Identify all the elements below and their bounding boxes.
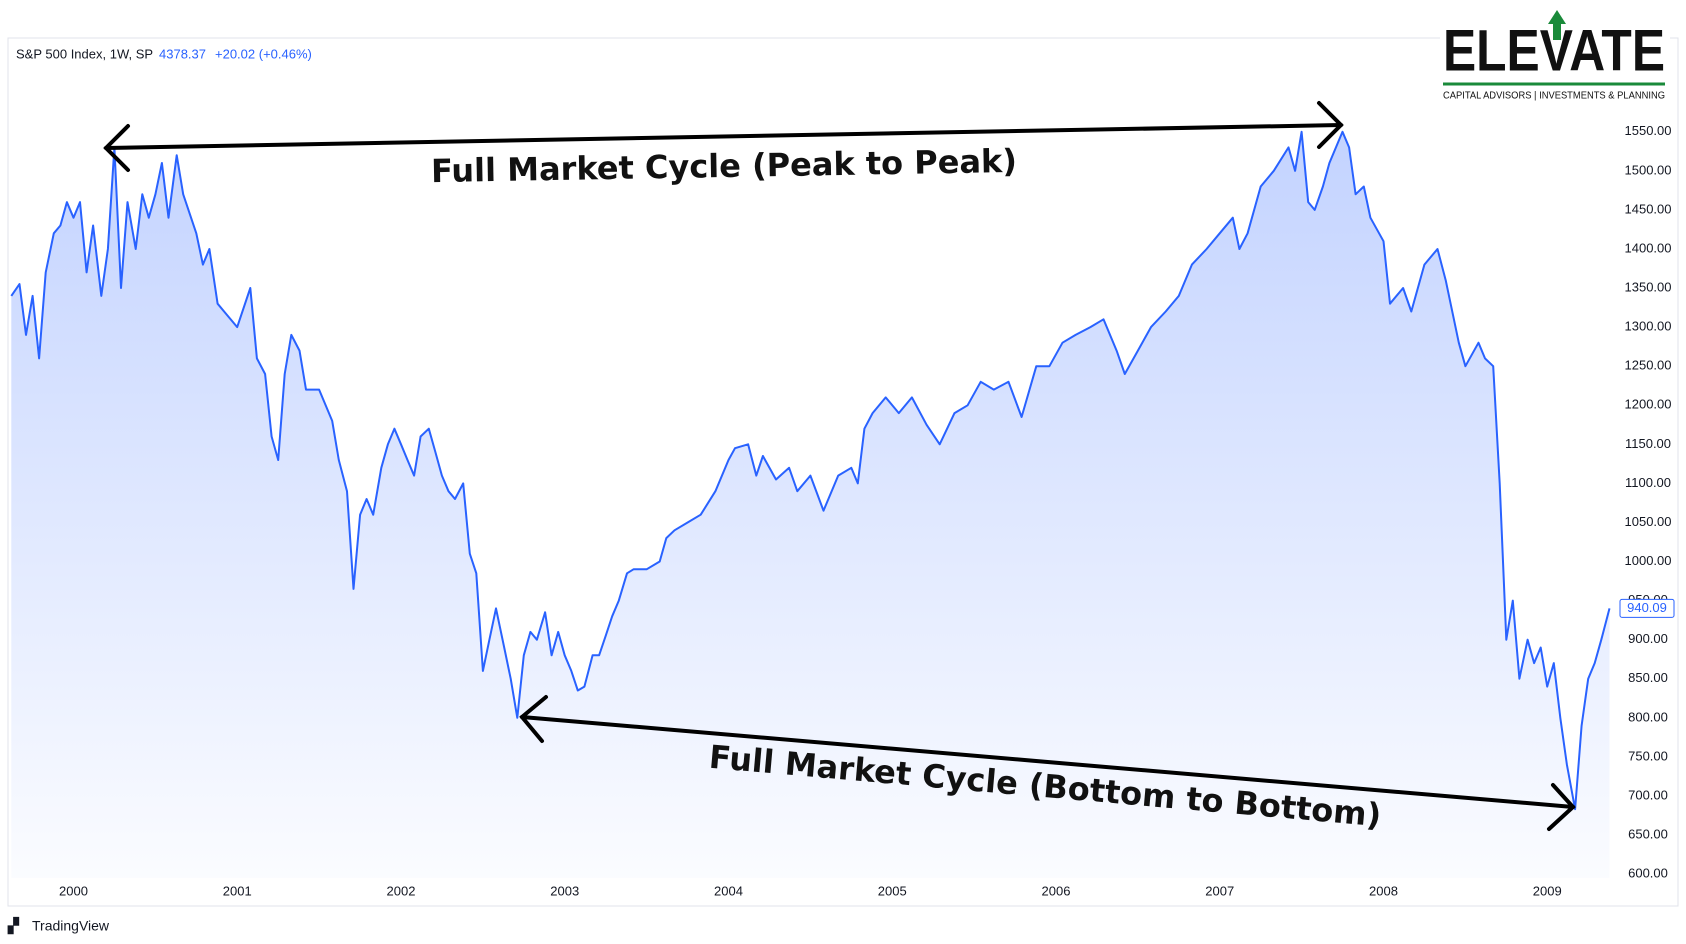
y-tick-label: 1350.00 (1625, 279, 1672, 294)
annotation: Full Market Cycle (Peak to Peak) (431, 142, 1017, 190)
arrow-bottom (520, 715, 1575, 809)
price-line (10, 130, 1611, 811)
y-tick-label: 1100.00 (1625, 475, 1671, 490)
y-tick-label: 750.00 (1628, 748, 1668, 763)
quote: 4378.37 (159, 46, 206, 61)
x-tick-label: 2006 (1042, 883, 1071, 898)
y-tick-label: 1000.00 (1625, 553, 1672, 568)
x-tick-label: 2003 (550, 883, 579, 898)
y-tick-label: 800.00 (1628, 709, 1668, 724)
x-tick-label: 2004 (714, 883, 743, 898)
y-tick-label: 1500.00 (1625, 162, 1672, 177)
y-tick-label: 850.00 (1628, 670, 1668, 685)
y-tick-label: 900.00 (1628, 631, 1668, 646)
footer: TradingView (32, 918, 110, 934)
arrow-head (103, 124, 130, 172)
chart-frame (7, 37, 1679, 907)
last-price-label: 940.09 (1627, 600, 1667, 615)
x-tick-label: 2005 (878, 883, 907, 898)
arrow-peak (104, 123, 1343, 150)
x-tick-label: 2002 (387, 883, 416, 898)
y-tick-label: 600.00 (1628, 866, 1668, 881)
chart-title: S&P 500 Index, 1W, SP (16, 46, 153, 61)
plot: 600.00 650.00 700.00 750.00 800.00 850.00 900.… (10, 123, 1675, 898)
x-tick-label: 2000 (59, 883, 88, 898)
arrow-head (519, 695, 548, 743)
x-tick-label: 2001 (223, 883, 252, 898)
y-tick-label: 1200.00 (1625, 397, 1672, 412)
svg-text:▞: ▞ (7, 917, 20, 935)
y-tick-label: 650.00 (1628, 826, 1668, 841)
y-tick-label: 1300.00 (1625, 319, 1672, 334)
y-tick-label: 1250.00 (1625, 358, 1672, 373)
y-tick-label: 1050.00 (1625, 514, 1672, 529)
x-tick-label: 2007 (1205, 883, 1234, 898)
y-tick-label: 1150.00 (1625, 436, 1671, 451)
arrow-head (1547, 783, 1576, 831)
arrows (103, 101, 1576, 831)
x-tick-label: 2008 (1369, 883, 1398, 898)
y-tick-label: 1450.00 (1625, 201, 1672, 216)
logo-arrow (1548, 10, 1566, 40)
y-tick-label: 1550.00 (1625, 123, 1672, 138)
x-tick-label: 2009 (1533, 883, 1562, 898)
arrow-head (1317, 101, 1344, 149)
y-tick-label: 700.00 (1628, 787, 1668, 802)
last-price-box (1619, 598, 1675, 618)
change: +20.02 (+0.46%) (215, 46, 312, 61)
logo-tagline: CAPITAL ADVISORS | INVESTMENTS & PLANNIN… (1443, 91, 1665, 102)
area (11, 131, 1610, 879)
y-tick-label: 1400.00 (1625, 240, 1672, 255)
